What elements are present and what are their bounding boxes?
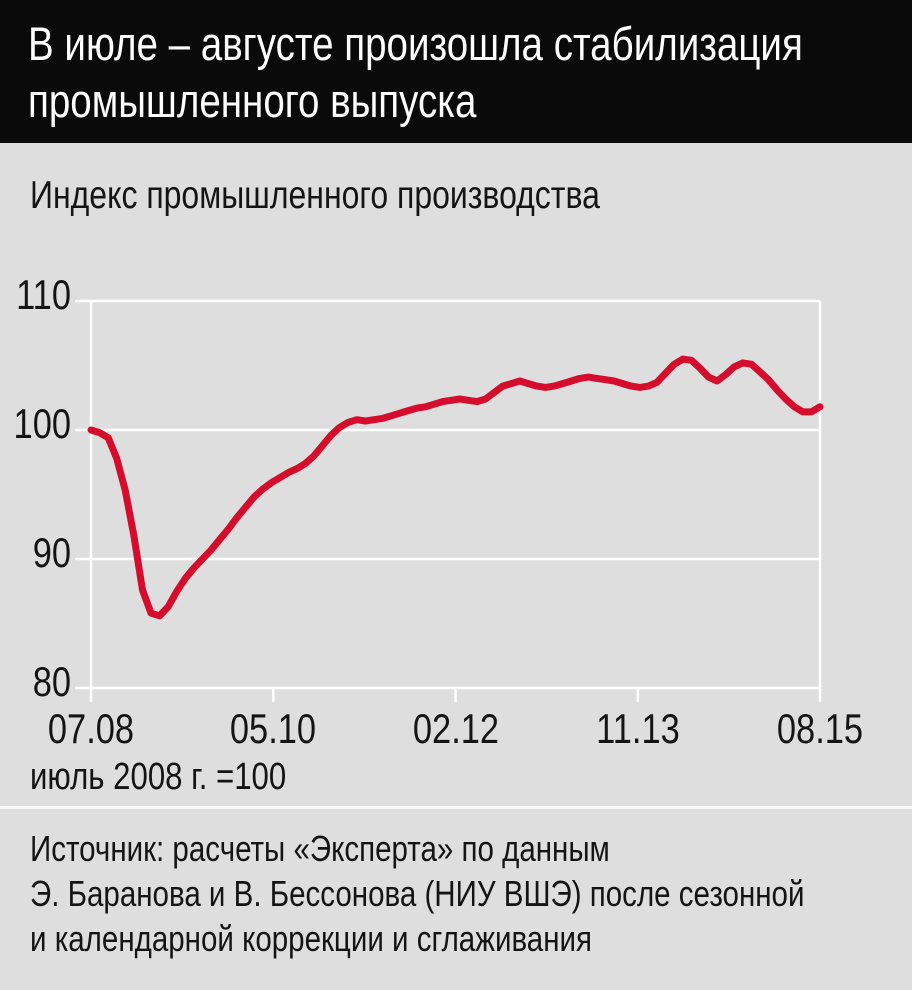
source-line-1: Источник: расчеты «Эксперта» по данным	[30, 828, 610, 869]
header-bar: В июле – августе произошла стабилизация …	[0, 0, 912, 143]
y-axis-tick-label-80: 80	[32, 658, 71, 705]
y-axis-tick-label-100: 100	[13, 400, 72, 447]
headline-line1: В июле – августе произошла стабилизация	[28, 17, 803, 70]
source-line-2: Э. Баранова и В. Бессонова (НИУ ВШЭ) пос…	[30, 873, 805, 914]
axis-note: июль 2008 г. =100	[30, 756, 287, 798]
x-axis-tick-label-11.13: 11.13	[595, 705, 680, 752]
y-axis-tick-label-110: 110	[16, 271, 71, 318]
headline-line2: промышленного выпуска	[28, 74, 477, 127]
x-axis-tick-label-05.10: 05.10	[230, 705, 317, 752]
index-series-line	[87, 355, 824, 620]
source-line-3: и календарной коррекции и сглаживания	[30, 918, 593, 959]
separator-line	[0, 806, 912, 809]
x-axis-tick-label-02.12: 02.12	[412, 705, 499, 752]
industrial-production-line-chart	[75, 299, 824, 702]
x-axis-tick-label-08.15: 08.15	[776, 705, 864, 752]
source-note: Источник: расчеты «Эксперта» по данным Э…	[30, 826, 912, 961]
x-axis-tick-label-07.08: 07.08	[47, 705, 135, 752]
y-axis-tick-label-90: 90	[32, 529, 71, 576]
chart-title: Индекс промышленного производства	[30, 174, 600, 217]
